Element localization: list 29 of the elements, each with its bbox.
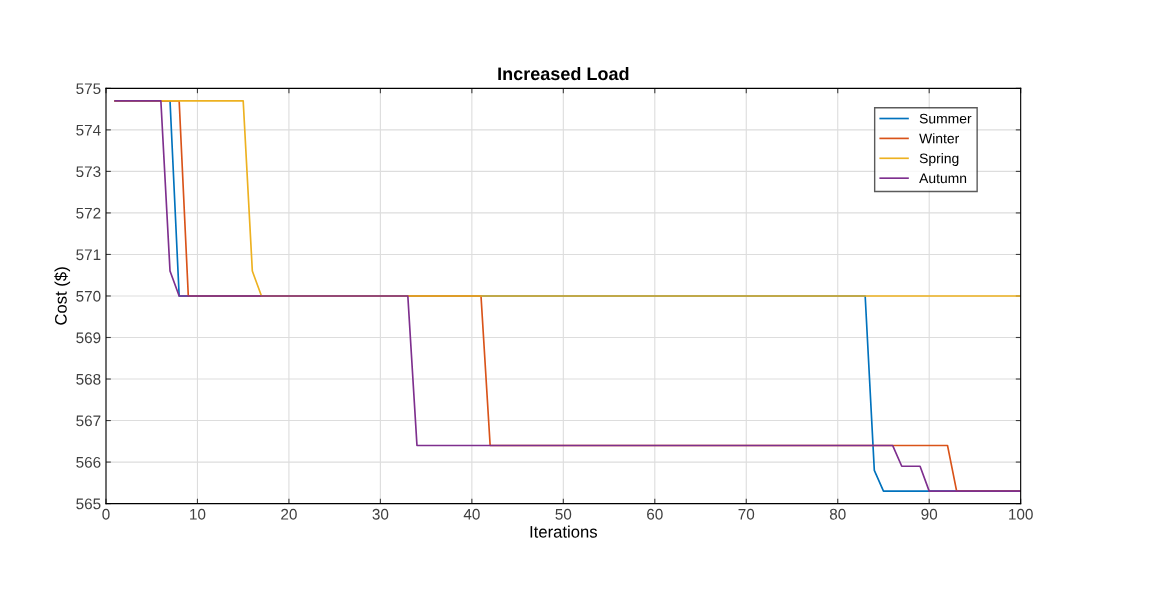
y-tick-label: 569	[76, 332, 101, 344]
x-tick-label: 50	[555, 508, 572, 520]
y-axis-title: Cost ($)	[54, 267, 71, 325]
x-tick-label: 100	[1009, 508, 1033, 520]
y-tick-label: 565	[76, 498, 101, 510]
y-tick-label: 568	[76, 373, 101, 385]
x-tick-label: 80	[829, 508, 846, 520]
x-axis-title: Iterations	[530, 525, 598, 538]
y-tick-label: 572	[76, 207, 101, 219]
y-tick-label: 574	[76, 124, 101, 136]
y-tick-label: 571	[76, 249, 101, 261]
x-tick-label: 90	[921, 508, 938, 520]
y-tick-label: 573	[76, 166, 101, 178]
chart-title: Increased Load	[498, 66, 629, 81]
x-tick-label: 70	[738, 508, 755, 520]
legend-label: Summer	[919, 113, 972, 124]
x-tick-label: 60	[647, 508, 663, 520]
legend-label: Winter	[919, 133, 960, 144]
y-tick-label: 570	[76, 290, 101, 302]
y-tick-label: 575	[76, 83, 101, 95]
x-tick-label: 0	[102, 508, 110, 520]
x-tick-label: 40	[463, 508, 480, 520]
legend-label: Spring	[919, 153, 959, 167]
x-tick-label: 30	[372, 508, 389, 520]
y-tick-label: 566	[76, 456, 101, 468]
x-tick-label: 10	[190, 508, 206, 520]
legend-label: Autumn	[919, 173, 967, 184]
y-tick-label: 567	[76, 415, 101, 427]
x-tick-label: 20	[281, 508, 297, 520]
